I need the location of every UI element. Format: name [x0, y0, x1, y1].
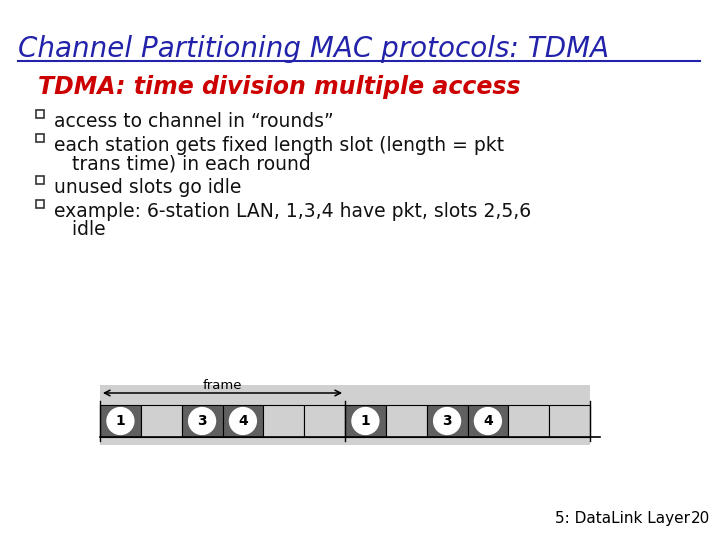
Bar	[386, 405, 427, 437]
Text: 4: 4	[238, 414, 248, 428]
Circle shape	[474, 408, 501, 435]
Circle shape	[352, 408, 379, 435]
Bar	[36, 200, 44, 208]
Text: 20: 20	[690, 511, 710, 526]
Text: idle: idle	[54, 220, 106, 239]
Text: 3: 3	[197, 414, 207, 428]
Bar	[36, 134, 44, 142]
Text: trans time) in each round: trans time) in each round	[54, 154, 311, 173]
Bar	[467, 405, 508, 437]
Text: 5: DataLink Layer: 5: DataLink Layer	[555, 511, 690, 526]
Text: 4: 4	[483, 414, 492, 428]
Bar	[304, 405, 345, 437]
Text: frame: frame	[203, 379, 242, 392]
Bar	[549, 405, 590, 437]
Text: unused slots go idle: unused slots go idle	[54, 178, 241, 197]
Bar	[345, 405, 386, 437]
Text: example: 6-station LAN, 1,3,4 have pkt, slots 2,5,6: example: 6-station LAN, 1,3,4 have pkt, …	[54, 202, 531, 221]
Bar	[427, 405, 467, 437]
Circle shape	[107, 408, 134, 435]
Bar	[141, 405, 181, 437]
Text: 3: 3	[442, 414, 452, 428]
Text: Channel Partitioning MAC protocols: TDMA: Channel Partitioning MAC protocols: TDMA	[18, 35, 609, 63]
Circle shape	[230, 408, 256, 435]
Bar	[36, 110, 44, 118]
Bar	[181, 405, 222, 437]
Text: access to channel in “rounds”: access to channel in “rounds”	[54, 112, 333, 131]
Bar	[264, 405, 304, 437]
Text: each station gets fixed length slot (length = pkt: each station gets fixed length slot (len…	[54, 136, 504, 155]
Bar	[36, 176, 44, 184]
Bar	[100, 405, 141, 437]
Bar	[222, 405, 264, 437]
Circle shape	[433, 408, 461, 435]
Text: 1: 1	[361, 414, 370, 428]
Text: 1: 1	[115, 414, 125, 428]
Bar	[508, 405, 549, 437]
Bar	[100, 385, 590, 445]
Circle shape	[189, 408, 215, 435]
Text: TDMA: time division multiple access: TDMA: time division multiple access	[38, 75, 521, 99]
